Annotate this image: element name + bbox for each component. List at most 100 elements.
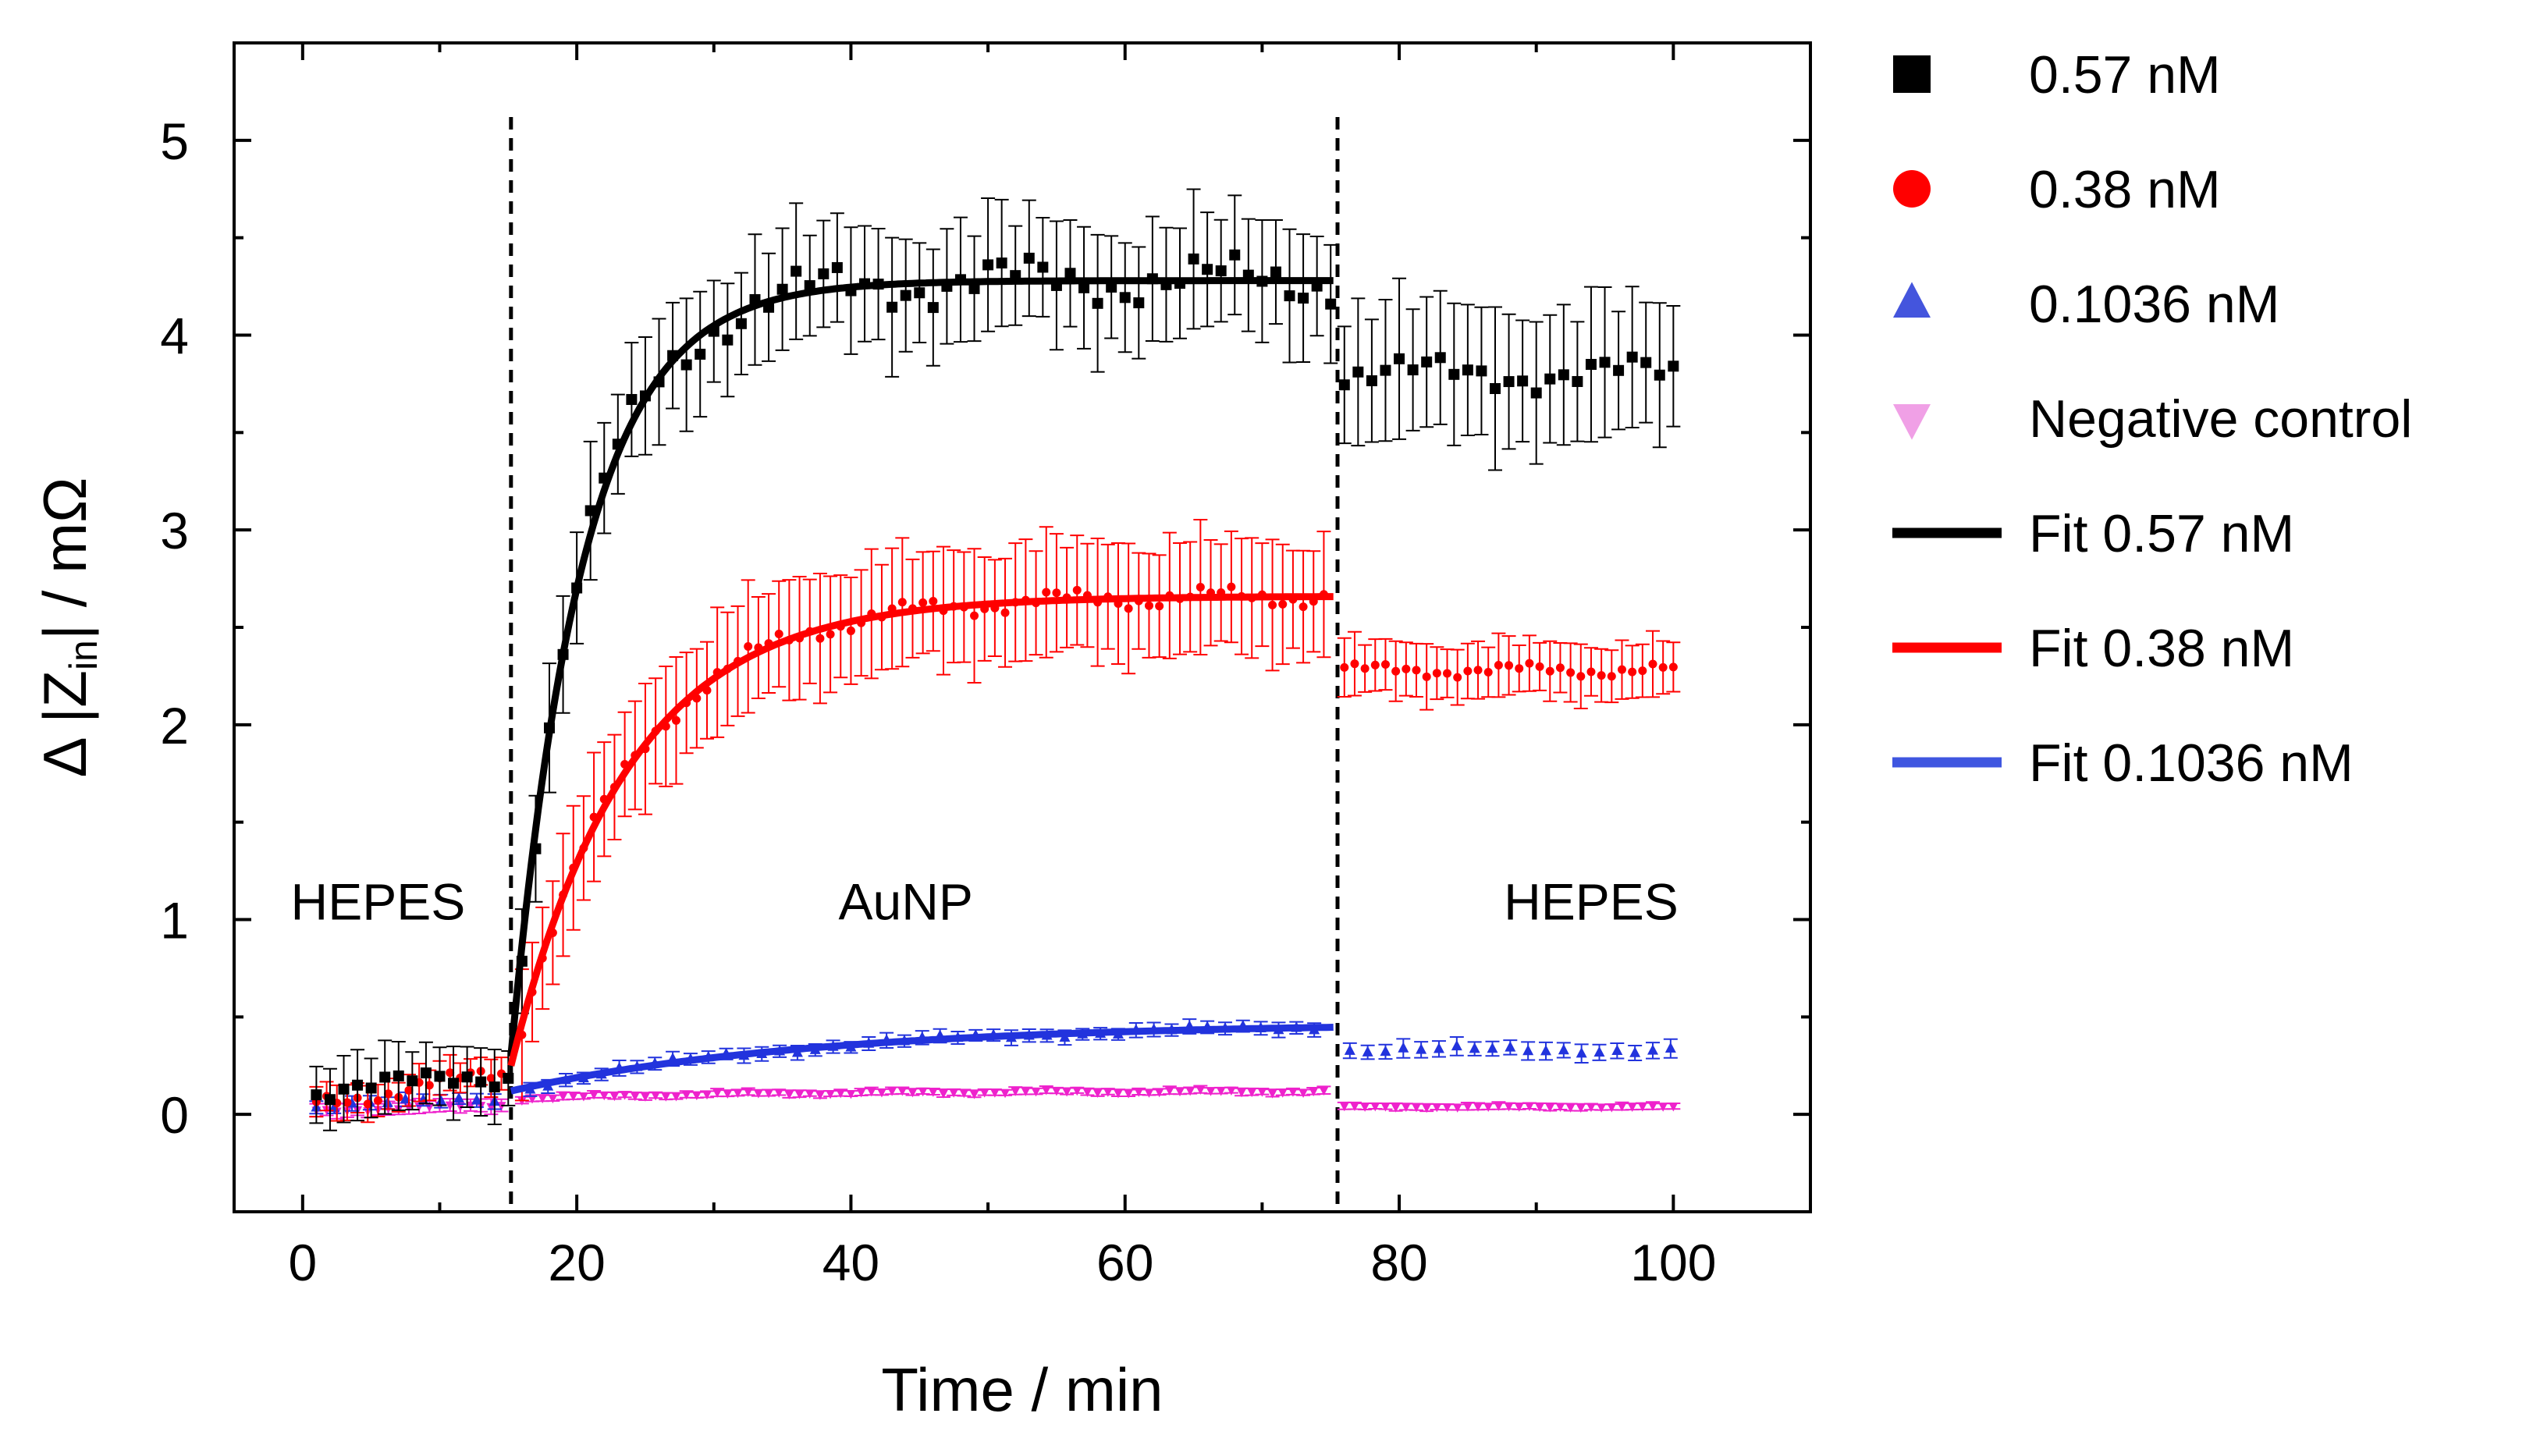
- data-point: [1288, 1088, 1298, 1097]
- axis-ticks: 0 20 40 60 80 100 0 1 2 3 4 5: [160, 43, 1810, 1291]
- data-point: [1476, 365, 1487, 377]
- data-point: [1617, 665, 1626, 674]
- data-point: [887, 1087, 897, 1096]
- fit-line: [507, 277, 1334, 1056]
- data-point: [1309, 1087, 1319, 1097]
- series-negative-control: [309, 1085, 1681, 1120]
- legend-label: 0.1036 nM: [2029, 275, 2279, 334]
- data-point: [1572, 375, 1583, 387]
- data-point: [1637, 1103, 1647, 1112]
- data-point: [1277, 1088, 1288, 1098]
- data-point: [681, 1091, 691, 1100]
- data-point: [538, 1094, 548, 1104]
- data-point: [764, 1088, 774, 1099]
- legend-item: 0.57 nM: [1893, 45, 2221, 105]
- data-point: [959, 1088, 969, 1099]
- data-point: [886, 301, 898, 313]
- legend-label: 0.57 nM: [2029, 45, 2221, 105]
- data-point: [1597, 1103, 1607, 1113]
- data-point: [1487, 1042, 1498, 1053]
- data-point: [1380, 364, 1391, 376]
- data-point: [1037, 261, 1049, 273]
- data-point: [324, 1094, 336, 1106]
- data-point: [1432, 1103, 1442, 1113]
- data-point: [774, 1088, 784, 1098]
- y-tick-label: 5: [160, 112, 189, 170]
- data-point: [407, 1075, 418, 1087]
- legend-item: Negative control: [1893, 389, 2412, 449]
- data-point: [744, 641, 753, 651]
- data-point: [1164, 1086, 1174, 1096]
- data-point: [1658, 662, 1668, 672]
- legend-item: Fit 0.38 nM: [1892, 619, 2294, 678]
- data-point: [446, 1068, 455, 1078]
- data-point: [1648, 659, 1657, 669]
- data-point: [352, 1079, 364, 1091]
- data-point: [1402, 664, 1411, 673]
- data-point: [866, 1087, 876, 1097]
- data-point: [1668, 360, 1679, 372]
- data-point: [379, 1071, 391, 1083]
- data-point: [1278, 599, 1288, 609]
- data-point: [1545, 666, 1554, 676]
- data-point: [1319, 1086, 1329, 1096]
- data-point: [1514, 1103, 1524, 1112]
- data-point: [702, 1090, 712, 1100]
- x-tick-label: 60: [1096, 1234, 1153, 1291]
- data-point: [1626, 351, 1638, 363]
- data-point: [826, 1090, 836, 1099]
- data-point: [1448, 368, 1460, 380]
- data-point: [1206, 1087, 1216, 1096]
- data-point: [1597, 671, 1606, 680]
- data-point: [343, 1098, 352, 1107]
- data-point: [722, 334, 734, 346]
- data-point: [1599, 357, 1611, 368]
- data-point: [1433, 1042, 1444, 1053]
- data-point: [1540, 1045, 1551, 1056]
- data-point: [1227, 582, 1236, 591]
- data-point: [1407, 364, 1419, 376]
- data-point: [1421, 356, 1433, 368]
- data-point: [1524, 1102, 1534, 1112]
- data-point: [1113, 1089, 1123, 1099]
- data-point: [1195, 1085, 1206, 1095]
- region-label: AuNP: [838, 873, 972, 931]
- data-point: [1545, 1103, 1555, 1113]
- y-axis-title: Δ |Zin| / mΩ: [30, 478, 105, 778]
- data-point: [1607, 1103, 1617, 1113]
- data-point: [1119, 292, 1131, 304]
- data-point: [1544, 373, 1556, 385]
- data-point: [1658, 1103, 1668, 1112]
- data-point: [1041, 1086, 1051, 1096]
- data-point: [1021, 1087, 1031, 1097]
- data-point: [918, 1087, 928, 1097]
- data-point: [1380, 1045, 1391, 1056]
- legend-label: Fit 0.1036 nM: [2029, 733, 2354, 793]
- data-point: [568, 1092, 578, 1102]
- data-point: [1558, 1043, 1569, 1055]
- legend-item: 0.38 nM: [1893, 160, 2221, 219]
- data-point: [1416, 1043, 1427, 1054]
- data-point: [1370, 1102, 1380, 1112]
- data-point: [1247, 1088, 1257, 1098]
- data-point: [1453, 673, 1462, 682]
- data-point: [1505, 661, 1514, 670]
- data-point: [1607, 672, 1616, 681]
- data-point: [691, 1091, 702, 1101]
- data-point: [1064, 268, 1076, 279]
- data-point: [1629, 1046, 1641, 1057]
- data-point: [475, 1076, 487, 1088]
- data-point: [1226, 1086, 1236, 1096]
- data-point: [365, 1082, 377, 1094]
- data-point: [846, 1089, 856, 1099]
- data-point: [1023, 252, 1035, 264]
- data-point: [1401, 1103, 1411, 1113]
- data-point: [1586, 1103, 1596, 1113]
- data-point: [1483, 667, 1493, 677]
- data-point: [1268, 600, 1277, 609]
- x-tick-label: 40: [822, 1234, 879, 1291]
- data-point: [774, 630, 783, 639]
- data-point: [1051, 1087, 1061, 1096]
- data-point: [1566, 668, 1576, 677]
